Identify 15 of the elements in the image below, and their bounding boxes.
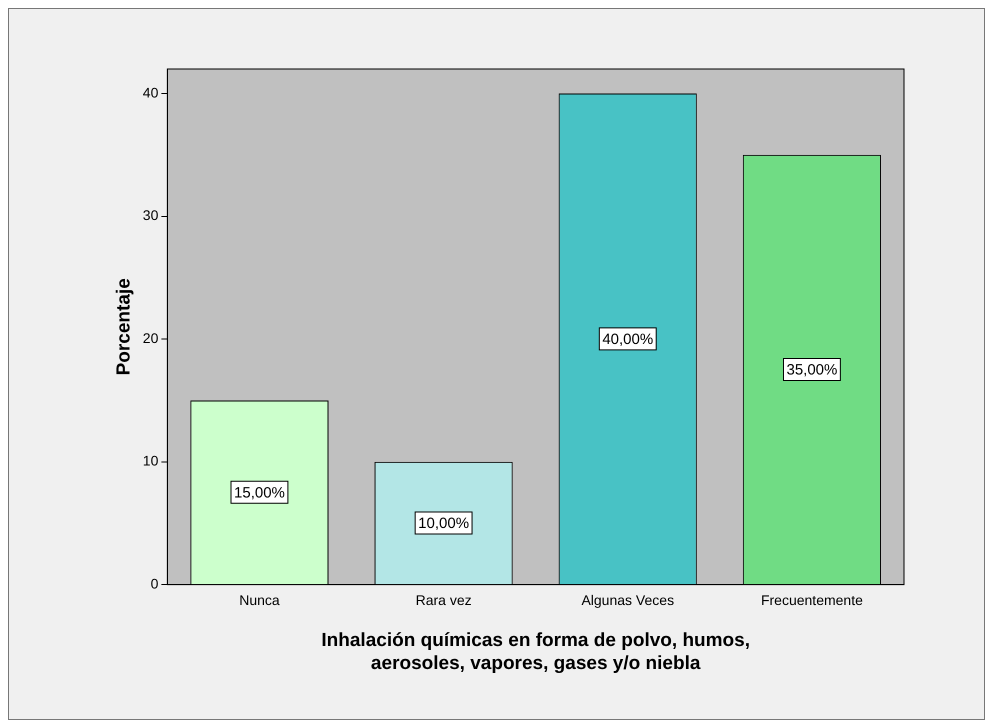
y-axis-title: Porcentaje	[114, 278, 135, 376]
y-tick-label: 20	[142, 330, 159, 346]
x-tick-label: Nunca	[239, 592, 280, 608]
y-tick-label: 40	[142, 84, 159, 100]
y-tick-label: 10	[142, 452, 159, 469]
x-tick-label: Frecuentemente	[760, 592, 864, 608]
data-label: 35,00%	[786, 362, 838, 379]
data-label: 15,00%	[234, 484, 285, 502]
x-tick-label: Algunas Veces	[581, 592, 674, 608]
data-label: 40,00%	[602, 330, 654, 348]
y-tick-label: 0	[150, 575, 159, 592]
x-tick-label: Rara vez	[416, 592, 472, 608]
data-label: 10,00%	[418, 515, 470, 532]
y-tick-label: 30	[142, 207, 159, 224]
x-axis-title: Inhalación químicas en forma de polvo, humos, aerosoles, vapores, gases y/o niebla	[321, 630, 750, 674]
